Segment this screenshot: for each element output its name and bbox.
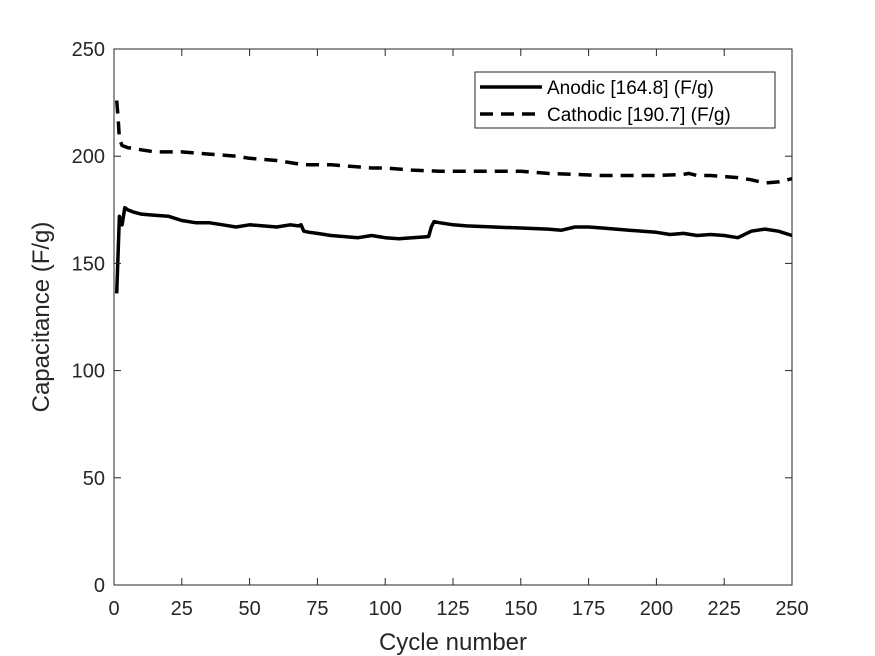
x-tick-label: 175 xyxy=(572,598,605,620)
x-tick-label: 75 xyxy=(306,598,328,620)
legend: Anodic [164.8] (F/g) Cathodic [190.7] (F… xyxy=(474,71,776,129)
x-axis-label: Cycle number xyxy=(379,629,527,656)
x-tick-label: 125 xyxy=(436,598,469,620)
legend-label-cathodic: Cathodic [190.7] (F/g) xyxy=(547,105,731,126)
legend-box xyxy=(474,71,776,129)
series-line-anodic xyxy=(114,205,793,294)
series-layer xyxy=(114,100,793,294)
x-tick-label: 225 xyxy=(708,598,741,620)
x-tick-label: 0 xyxy=(108,598,119,620)
y-tick-label: 50 xyxy=(83,468,105,490)
tick-layer: 0 25 50 75 100 125 150 175 200 225 250 0 50 100 150 200… xyxy=(72,39,809,620)
x-tick-label: 150 xyxy=(504,598,537,620)
x-tick-label: 50 xyxy=(238,598,260,620)
series-line-cathodic xyxy=(114,100,793,185)
y-tick-label: 150 xyxy=(72,253,105,275)
x-tick-label: 250 xyxy=(775,598,808,620)
y-tick-label: 250 xyxy=(72,39,105,61)
legend-label-anodic: Anodic [164.8] (F/g) xyxy=(547,78,714,99)
y-tick-label: 100 xyxy=(72,361,105,383)
plot-area xyxy=(113,48,793,586)
x-tick-label: 100 xyxy=(369,598,402,620)
x-tick-label: 25 xyxy=(171,598,193,620)
y-axis-label: Capacitance (F/g) xyxy=(28,222,55,413)
y-tick-label: 200 xyxy=(72,146,105,168)
axes-layer xyxy=(113,48,793,586)
x-tick-label: 200 xyxy=(640,598,673,620)
y-tick-label: 0 xyxy=(94,575,105,597)
